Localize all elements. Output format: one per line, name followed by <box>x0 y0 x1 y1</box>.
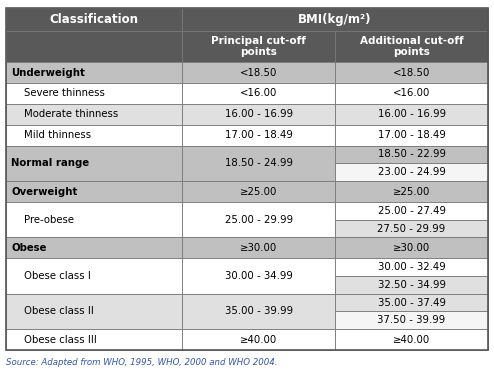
Bar <box>335 258 488 276</box>
Bar <box>335 237 488 258</box>
Bar <box>335 329 488 350</box>
Bar <box>6 329 182 350</box>
Bar <box>6 258 182 294</box>
Text: Source: Adapted from WHO, 1995, WHO, 2000 and WHO 2004.: Source: Adapted from WHO, 1995, WHO, 200… <box>6 358 278 367</box>
Bar <box>6 181 182 202</box>
Bar <box>6 202 182 237</box>
Text: ≥40.00: ≥40.00 <box>240 335 277 345</box>
Bar <box>182 31 335 62</box>
Bar <box>182 329 335 350</box>
Bar <box>335 202 488 220</box>
Bar <box>6 237 182 258</box>
Bar <box>6 145 182 181</box>
Text: Underweight: Underweight <box>11 68 85 78</box>
Bar <box>6 294 182 329</box>
Text: Additional cut-off
points: Additional cut-off points <box>360 36 463 57</box>
Bar <box>182 202 335 237</box>
Bar <box>182 294 335 329</box>
Text: 16.00 - 16.99: 16.00 - 16.99 <box>224 109 292 119</box>
Text: Obese: Obese <box>11 243 46 253</box>
Text: ≥25.00: ≥25.00 <box>240 186 277 197</box>
Text: Overweight: Overweight <box>11 186 78 197</box>
Text: Principal cut-off
points: Principal cut-off points <box>211 36 306 57</box>
Text: 25.00 - 29.99: 25.00 - 29.99 <box>224 215 292 225</box>
Bar <box>182 83 335 104</box>
Text: Pre-obese: Pre-obese <box>24 215 74 225</box>
Bar <box>6 31 182 62</box>
Text: Classification: Classification <box>49 13 138 26</box>
Bar <box>182 181 335 202</box>
Bar <box>182 104 335 125</box>
Text: <18.50: <18.50 <box>393 68 430 78</box>
Text: ≥40.00: ≥40.00 <box>393 335 430 345</box>
Bar <box>335 83 488 104</box>
Text: 35.00 - 39.99: 35.00 - 39.99 <box>224 307 292 316</box>
Text: <16.00: <16.00 <box>393 88 430 98</box>
Text: 23.00 - 24.99: 23.00 - 24.99 <box>378 167 446 177</box>
Text: 16.00 - 16.99: 16.00 - 16.99 <box>377 109 446 119</box>
Text: Moderate thinness: Moderate thinness <box>24 109 118 119</box>
Text: 32.50 - 34.99: 32.50 - 34.99 <box>377 280 446 290</box>
Bar <box>182 258 335 294</box>
Text: 35.00 - 37.49: 35.00 - 37.49 <box>377 298 446 308</box>
Bar <box>182 8 488 31</box>
Text: Mild thinness: Mild thinness <box>24 130 91 140</box>
Text: 30.00 - 34.99: 30.00 - 34.99 <box>225 271 292 281</box>
Text: 30.00 - 32.49: 30.00 - 32.49 <box>378 262 446 272</box>
Bar <box>335 294 488 311</box>
Text: 25.00 - 27.49: 25.00 - 27.49 <box>377 206 446 216</box>
Bar <box>6 8 182 31</box>
Text: 37.50 - 39.99: 37.50 - 39.99 <box>377 315 446 325</box>
Bar <box>6 83 182 104</box>
Text: <16.00: <16.00 <box>240 88 277 98</box>
Text: <18.50: <18.50 <box>240 68 277 78</box>
Bar <box>335 145 488 163</box>
Bar <box>6 125 182 145</box>
Text: 18.50 - 22.99: 18.50 - 22.99 <box>377 150 446 160</box>
Text: 17.00 - 18.49: 17.00 - 18.49 <box>378 130 446 140</box>
Bar <box>6 62 182 83</box>
Text: Obese class III: Obese class III <box>24 335 97 345</box>
Text: Obese class II: Obese class II <box>24 307 94 316</box>
Bar <box>335 311 488 329</box>
Bar <box>335 125 488 145</box>
Text: 27.50 - 29.99: 27.50 - 29.99 <box>377 223 446 233</box>
Text: 17.00 - 18.49: 17.00 - 18.49 <box>225 130 292 140</box>
Bar <box>182 62 335 83</box>
Text: 18.50 - 24.99: 18.50 - 24.99 <box>225 159 292 168</box>
Bar <box>335 181 488 202</box>
Bar <box>182 145 335 181</box>
Bar <box>6 104 182 125</box>
Bar <box>335 62 488 83</box>
Text: Normal range: Normal range <box>11 159 89 168</box>
Text: ≥25.00: ≥25.00 <box>393 186 430 197</box>
Text: BMI(kg/m²): BMI(kg/m²) <box>298 13 371 26</box>
Bar <box>182 237 335 258</box>
Bar <box>335 220 488 237</box>
Bar <box>335 104 488 125</box>
Text: Obese class I: Obese class I <box>24 271 91 281</box>
Bar <box>335 31 488 62</box>
Bar <box>335 163 488 181</box>
Text: Severe thinness: Severe thinness <box>24 88 105 98</box>
Text: ≥30.00: ≥30.00 <box>393 243 430 253</box>
Bar <box>335 276 488 294</box>
Text: ≥30.00: ≥30.00 <box>240 243 277 253</box>
Bar <box>182 125 335 145</box>
